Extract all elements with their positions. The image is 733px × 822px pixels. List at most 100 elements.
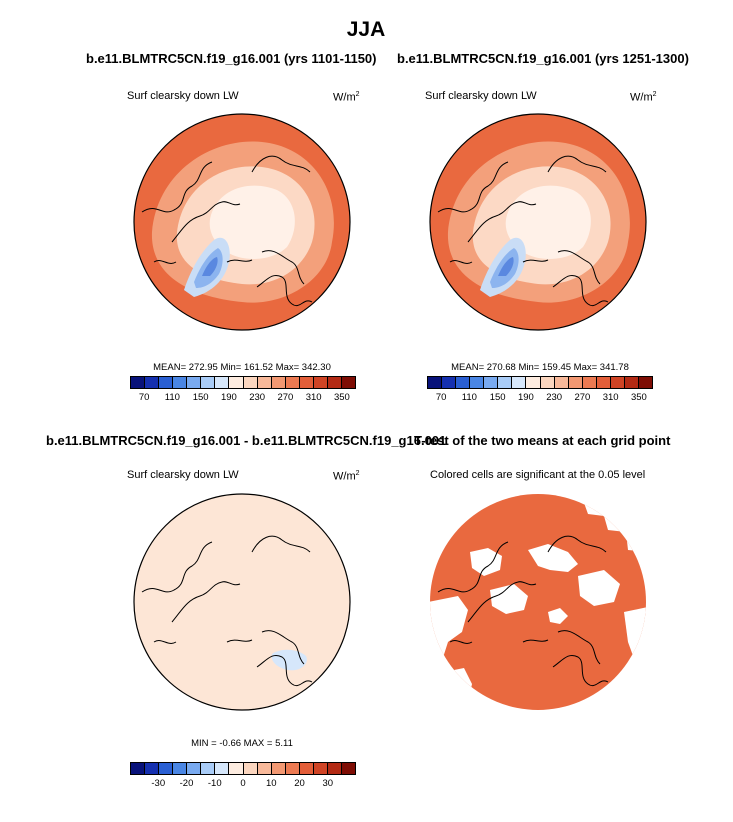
colorbar-swatch: [327, 377, 342, 388]
colorbar-tick-label: 190: [517, 392, 534, 403]
colorbar-swatch: [187, 377, 202, 388]
colorbar-swatch: [215, 377, 230, 388]
colorbar-swatch: [131, 763, 146, 774]
colorbar-tick-label: 110: [164, 392, 180, 403]
panel-4-ttest-map: [430, 494, 646, 710]
colorbar-swatch: [173, 377, 188, 388]
panel-4-label: Colored cells are significant at the 0.0…: [430, 469, 646, 481]
colorbar-swatch: [201, 377, 216, 388]
panel-1-units: W/m2: [333, 91, 360, 104]
colorbar-swatch: [159, 763, 174, 774]
panel-2-units: W/m2: [630, 91, 657, 104]
colorbar-tick-label: 110: [461, 392, 477, 403]
colorbar-swatch: [498, 377, 513, 388]
colorbar-swatch: [568, 377, 583, 388]
colorbar-tick-label: 10: [265, 778, 277, 789]
colorbar-swatch: [313, 377, 328, 388]
colorbar-swatch: [554, 377, 569, 388]
colorbar-tick-label: -10: [207, 778, 222, 789]
colorbar-swatch: [512, 377, 527, 388]
colorbar-swatch: [145, 763, 160, 774]
panel-1-greenland-ice-peak: [202, 257, 218, 276]
colorbar-swatch: [327, 763, 342, 774]
colorbar-swatch: [201, 763, 216, 774]
panel-4-coastlines: [437, 535, 609, 687]
colorbar-swatch: [526, 377, 541, 388]
panel-3-variable-label: Surf clearsky down LW: [127, 469, 239, 481]
colorbar-swatch: [428, 377, 443, 388]
panel-1-polar-map: [133, 113, 351, 331]
panel-3-difference-field: [134, 494, 350, 710]
colorbar-swatch: [638, 377, 652, 388]
panel-2-variable-label: Surf clearsky down LW: [425, 90, 537, 102]
panel-2-coastlines: [437, 155, 609, 307]
colorbar-swatch: [285, 377, 300, 388]
colorbar-tick-label: 310: [602, 392, 619, 403]
panel-1-coastlines: [141, 155, 313, 307]
panel-2-colorbar: [427, 376, 653, 389]
colorbar-swatch: [456, 377, 471, 388]
colorbar-swatch: [341, 763, 355, 774]
colorbar-tick-label: 0: [240, 778, 246, 789]
colorbar-swatch: [243, 763, 258, 774]
colorbar-tick-label: 150: [489, 392, 506, 403]
panel-1-stats: MEAN= 272.95 Min= 161.52 Max= 342.30: [153, 362, 331, 373]
colorbar-swatch: [484, 377, 499, 388]
panel-2-polar-map: [429, 113, 647, 331]
panel-1-colorbar: [130, 376, 356, 389]
panel-3-coastlines: [141, 535, 313, 687]
colorbar-swatch: [442, 377, 457, 388]
colorbar-swatch: [341, 377, 355, 388]
colorbar-tick-label: 350: [333, 392, 350, 403]
colorbar-tick-label: 270: [574, 392, 591, 403]
panel-3-negative-anomaly: [271, 649, 307, 671]
panel-2-title: b.e11.BLMTRC5CN.f19_g16.001 (yrs 1251-13…: [397, 51, 689, 66]
panel-1-title: b.e11.BLMTRC5CN.f19_g16.001 (yrs 1101-11…: [86, 51, 377, 66]
panel-2-stats: MEAN= 270.68 Min= 159.45 Max= 341.78: [451, 362, 629, 373]
panel-3-title: b.e11.BLMTRC5CN.f19_g16.001 - b.e11.BLMT…: [46, 433, 447, 448]
colorbar-swatch: [243, 377, 258, 388]
colorbar-tick-label: 190: [220, 392, 237, 403]
colorbar-swatch: [215, 763, 230, 774]
colorbar-swatch: [271, 763, 286, 774]
colorbar-swatch: [610, 377, 625, 388]
colorbar-swatch: [582, 377, 597, 388]
colorbar-swatch: [271, 377, 286, 388]
colorbar-swatch: [299, 377, 314, 388]
panel-3-polar-map: [133, 493, 351, 711]
colorbar-tick-label: -30: [151, 778, 166, 789]
colorbar-swatch: [470, 377, 485, 388]
colorbar-swatch: [313, 763, 328, 774]
panel-4-title: T-test of the two means at each grid poi…: [414, 433, 671, 448]
colorbar-swatch: [624, 377, 639, 388]
colorbar-swatch: [173, 763, 188, 774]
panel-1-variable-label: Surf clearsky down LW: [127, 90, 239, 102]
colorbar-swatch: [285, 763, 300, 774]
colorbar-swatch: [187, 763, 202, 774]
colorbar-tick-label: 230: [546, 392, 563, 403]
colorbar-tick-label: 230: [249, 392, 266, 403]
panel-3-units: W/m2: [333, 470, 360, 483]
colorbar-tick-label: 270: [277, 392, 294, 403]
colorbar-tick-label: 30: [322, 778, 334, 789]
panel-3-colorbar: [130, 762, 356, 775]
colorbar-tick-label: 350: [630, 392, 647, 403]
colorbar-swatch: [257, 377, 272, 388]
figure-title: JJA: [346, 18, 386, 41]
colorbar-tick-label: 310: [305, 392, 322, 403]
colorbar-swatch: [257, 763, 272, 774]
colorbar-swatch: [299, 763, 314, 774]
panel-2-greenland-ice-peak: [498, 257, 514, 276]
colorbar-tick-label: 150: [192, 392, 209, 403]
colorbar-swatch: [229, 377, 244, 388]
colorbar-tick-label: 70: [138, 392, 150, 403]
colorbar-swatch: [131, 377, 146, 388]
colorbar-swatch: [229, 763, 244, 774]
colorbar-tick-label: 70: [435, 392, 447, 403]
colorbar-tick-label: -20: [179, 778, 194, 789]
colorbar-swatch: [596, 377, 611, 388]
colorbar-swatch: [540, 377, 555, 388]
colorbar-swatch: [145, 377, 160, 388]
panel-3-stats: MIN = -0.66 MAX = 5.11: [191, 738, 293, 749]
colorbar-tick-label: 20: [294, 778, 305, 789]
